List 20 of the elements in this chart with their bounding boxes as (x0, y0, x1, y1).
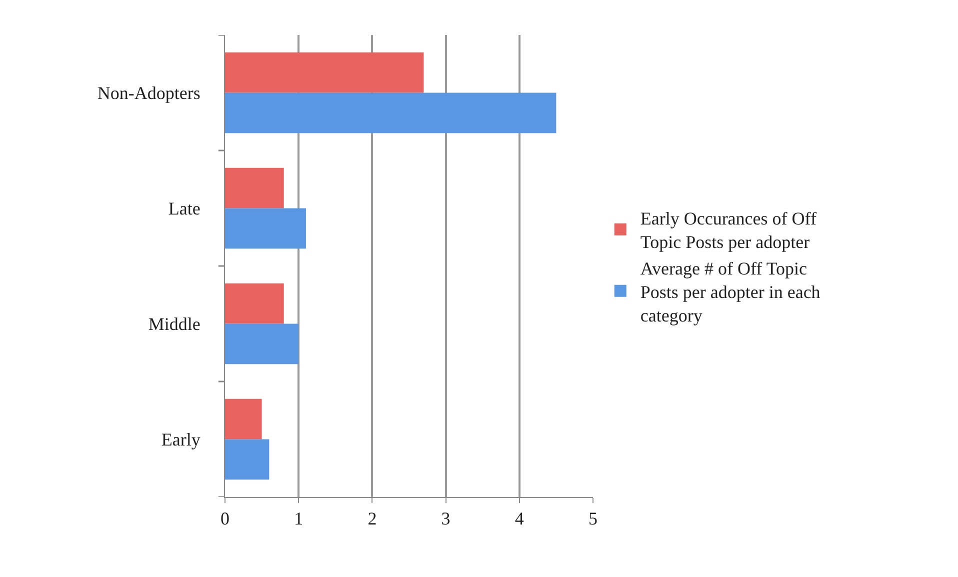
bar (225, 398, 262, 440)
bar (225, 208, 306, 249)
x-tick-label: 1 (294, 508, 304, 529)
x-tick-label: 0 (220, 508, 230, 529)
x-tick-label: 4 (514, 508, 524, 529)
x-tick-label: 2 (368, 508, 377, 529)
x-tick-label: 5 (588, 508, 598, 529)
y-tick-label: Late (168, 198, 200, 219)
bar (225, 439, 270, 480)
bar (225, 168, 284, 208)
y-tick-label: Middle (148, 314, 200, 334)
bar (225, 52, 424, 93)
bar (225, 283, 284, 324)
y-tick-label: Early (161, 430, 200, 450)
bar (225, 92, 556, 134)
legend-label: Early Occurances of Off Topic Posts per adopter (640, 208, 816, 252)
legend-label: Average # of Off Topic Posts per adopter in each category (640, 258, 820, 326)
bar (225, 324, 299, 364)
y-tick-label: Non-Adopters (97, 83, 200, 104)
x-tick-label: 3 (441, 508, 450, 529)
